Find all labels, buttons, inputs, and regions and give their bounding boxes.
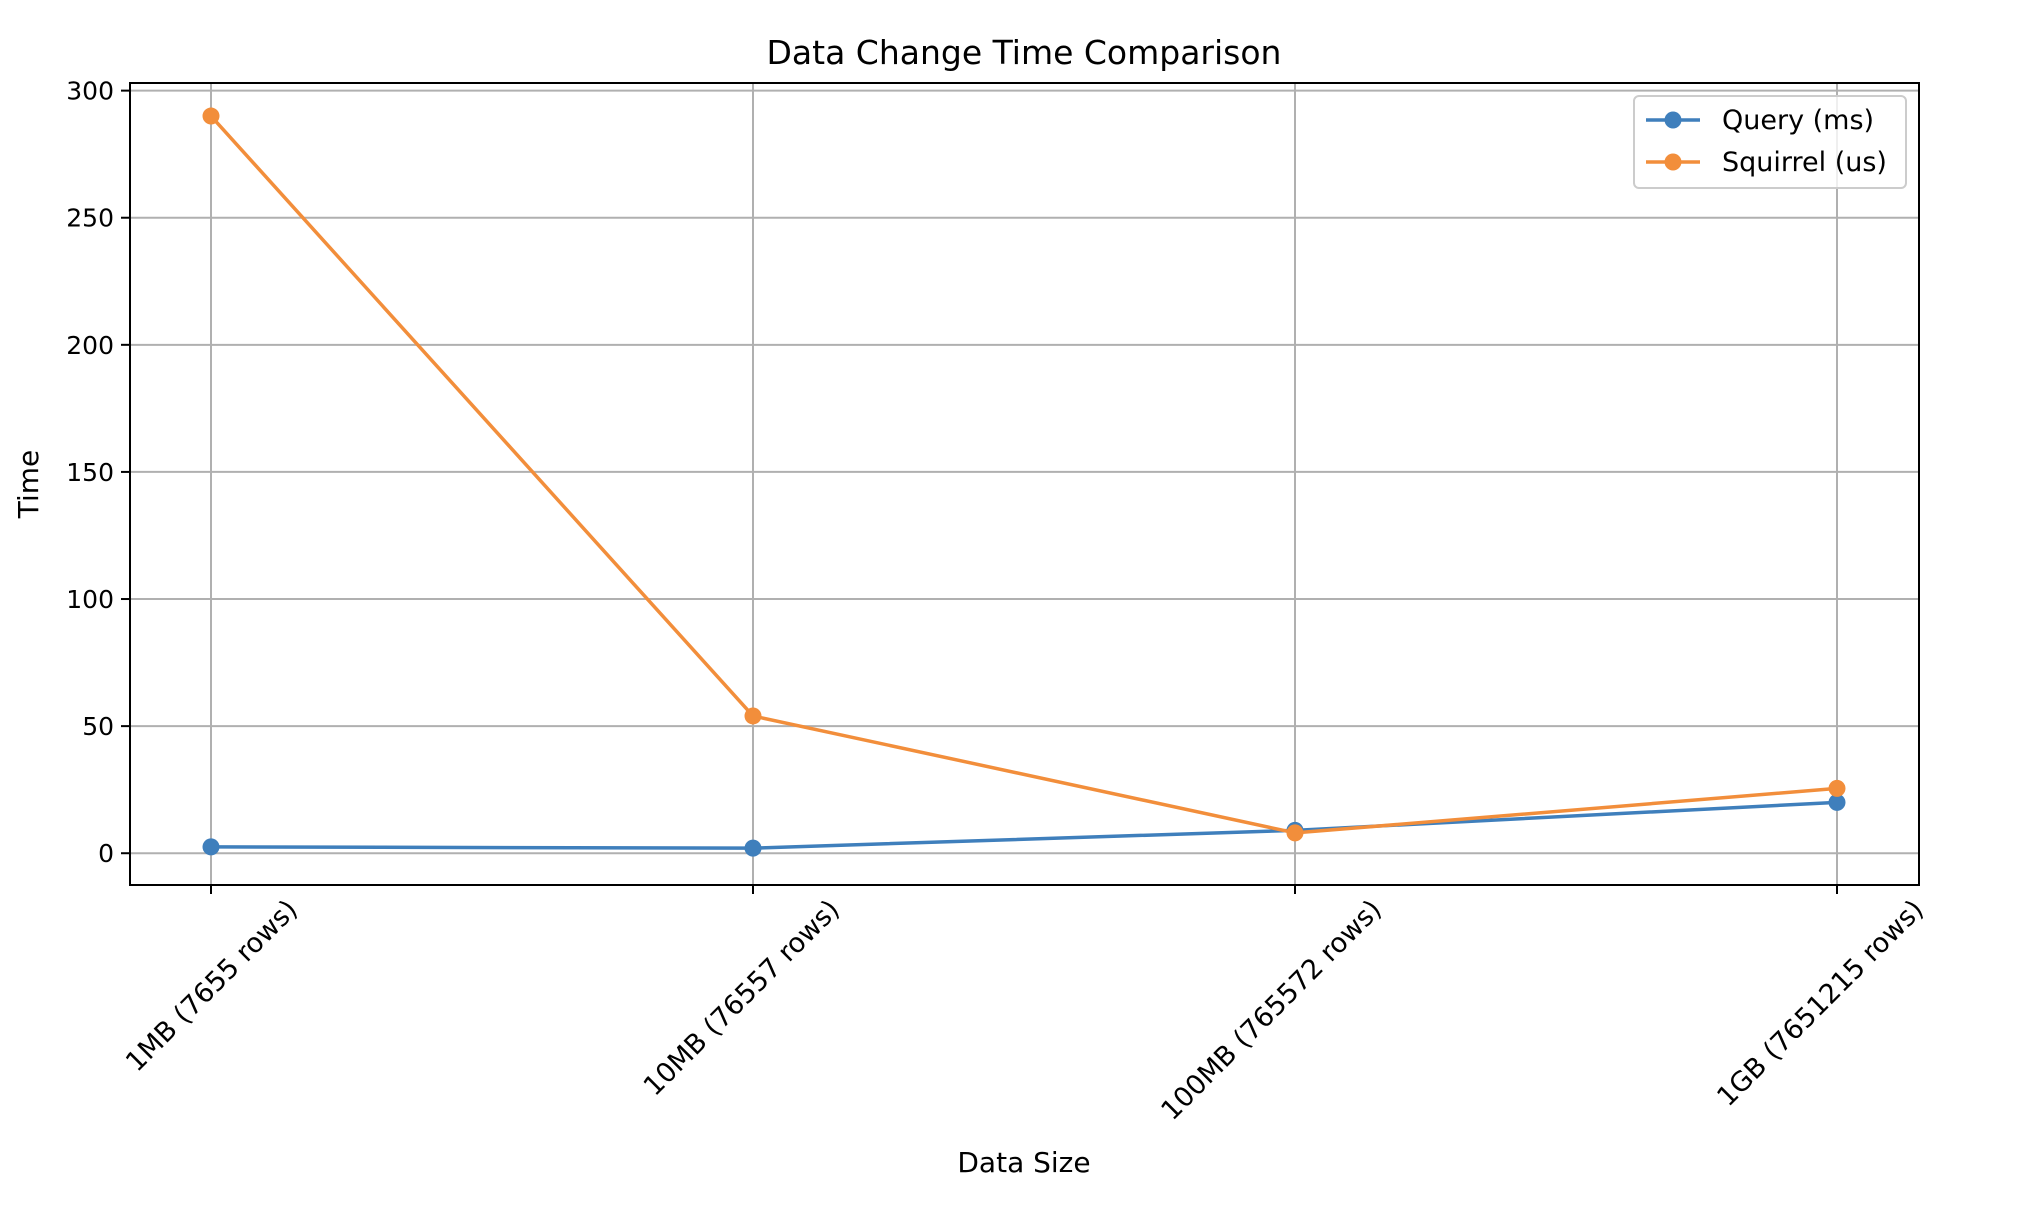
legend-marker xyxy=(1664,111,1682,129)
series-line-0 xyxy=(210,800,1838,850)
data-point xyxy=(1828,793,1846,811)
legend-entry: Query (ms) xyxy=(1722,105,1874,136)
y-tick-label: 0 xyxy=(98,839,114,868)
y-axis-label: Time xyxy=(12,450,45,520)
data-point xyxy=(744,839,762,857)
data-point xyxy=(202,838,220,856)
data-point xyxy=(1286,824,1304,842)
x-tick-label: 100MB (765572 rows) xyxy=(1155,894,1388,1127)
axis-layer: 0 50 100 150 200 250 300 1MB (7655 rows) 10MB (7… xyxy=(66,77,1930,1127)
legend-marker xyxy=(1664,153,1682,171)
y-tick-label: 100 xyxy=(66,585,114,614)
y-tick-label: 300 xyxy=(66,77,114,106)
grid-layer xyxy=(130,83,1919,885)
legend: Query (ms) Squirrel (us) xyxy=(1633,95,1907,189)
data-point xyxy=(1828,779,1846,797)
x-tick-label: 10MB (76557 rows) xyxy=(638,894,846,1102)
legend-box xyxy=(1633,95,1907,189)
chart-title: Data Change Time Comparison xyxy=(767,33,1282,72)
x-axis-label: Data Size xyxy=(957,1146,1090,1179)
data-point xyxy=(744,707,762,725)
series-line-1 xyxy=(209,114,1838,835)
x-tick-label: 1MB (7655 rows) xyxy=(120,894,304,1078)
y-tick-label: 150 xyxy=(66,458,114,487)
y-tick-label: 200 xyxy=(66,331,114,360)
x-tick-label: 1GB (7651215 rows) xyxy=(1711,894,1930,1113)
series-layer xyxy=(202,107,1846,857)
plot-frame xyxy=(129,82,1920,886)
y-tick-label: 50 xyxy=(82,712,114,741)
y-tick-label: 250 xyxy=(66,204,114,233)
data-point xyxy=(202,107,220,125)
legend-entry: Squirrel (us) xyxy=(1722,147,1887,178)
